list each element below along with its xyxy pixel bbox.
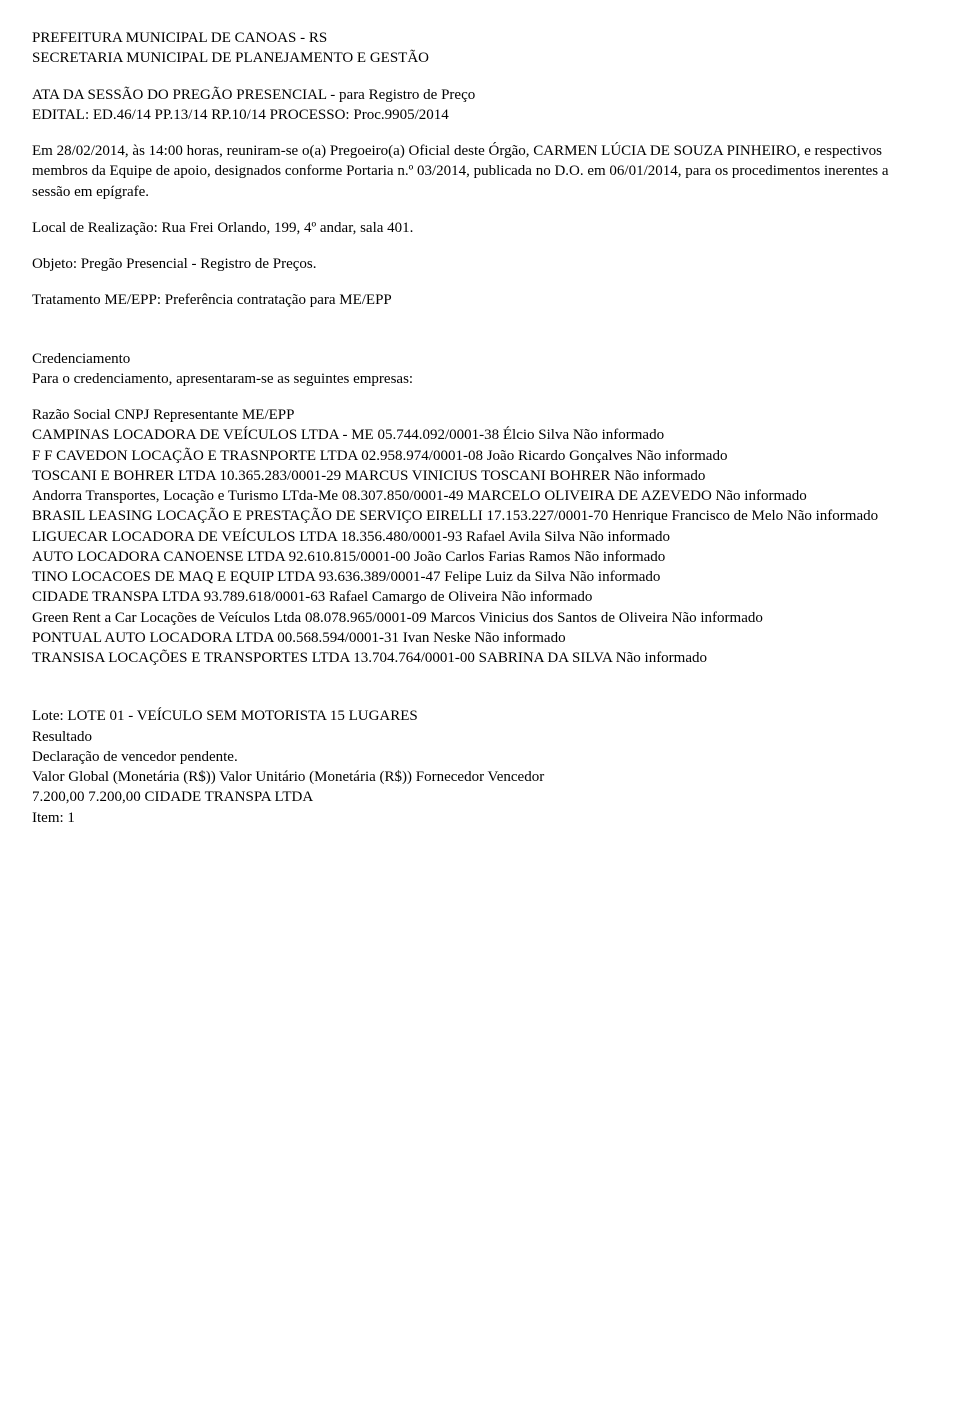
intro-paragraph: Em 28/02/2014, às 14:00 horas, reuniram-… xyxy=(32,141,928,202)
cred-row: CIDADE TRANSPA LTDA 93.789.618/0001-63 R… xyxy=(32,587,928,607)
cred-row: Andorra Transportes, Locação e Turismo L… xyxy=(32,486,928,506)
cred-row: TINO LOCACOES DE MAQ E EQUIP LTDA 93.636… xyxy=(32,567,928,587)
cred-row: CAMPINAS LOCADORA DE VEÍCULOS LTDA - ME … xyxy=(32,425,928,445)
cred-row: TOSCANI E BOHRER LTDA 10.365.283/0001-29… xyxy=(32,466,928,486)
credenciamento-title: Credenciamento xyxy=(32,349,928,369)
objeto-line: Objeto: Pregão Presencial - Registro de … xyxy=(32,254,928,274)
doc-title-line-1: ATA DA SESSÃO DO PREGÃO PRESENCIAL - par… xyxy=(32,85,928,105)
lote-resultado: Resultado xyxy=(32,727,928,747)
cred-row: BRASIL LEASING LOCAÇÃO E PRESTAÇÃO DE SE… xyxy=(32,506,928,526)
lote-declaracao: Declaração de vencedor pendente. xyxy=(32,747,928,767)
cred-row: TRANSISA LOCAÇÕES E TRANSPORTES LTDA 13.… xyxy=(32,648,928,668)
lote-values-header: Valor Global (Monetária (R$)) Valor Unit… xyxy=(32,767,928,787)
doc-title-line-2: EDITAL: ED.46/14 PP.13/14 RP.10/14 PROCE… xyxy=(32,105,928,125)
lote-item: Item: 1 xyxy=(32,808,928,828)
cred-row: AUTO LOCADORA CANOENSE LTDA 92.610.815/0… xyxy=(32,547,928,567)
credenciamento-subtitle: Para o credenciamento, apresentaram-se a… xyxy=(32,369,928,389)
cred-row: LIGUECAR LOCADORA DE VEÍCULOS LTDA 18.35… xyxy=(32,527,928,547)
tratamento-line: Tratamento ME/EPP: Preferência contrataç… xyxy=(32,290,928,310)
local-line: Local de Realização: Rua Frei Orlando, 1… xyxy=(32,218,928,238)
cred-row: PONTUAL AUTO LOCADORA LTDA 00.568.594/00… xyxy=(32,628,928,648)
lote-title: Lote: LOTE 01 - VEÍCULO SEM MOTORISTA 15… xyxy=(32,706,928,726)
lote-values-row: 7.200,00 7.200,00 CIDADE TRANSPA LTDA xyxy=(32,787,928,807)
cred-rows-container: CAMPINAS LOCADORA DE VEÍCULOS LTDA - ME … xyxy=(32,425,928,668)
cred-row: Green Rent a Car Locações de Veículos Lt… xyxy=(32,608,928,628)
header-line-1: PREFEITURA MUNICIPAL DE CANOAS - RS xyxy=(32,28,928,48)
header-line-2: SECRETARIA MUNICIPAL DE PLANEJAMENTO E G… xyxy=(32,48,928,68)
cred-table-header: Razão Social CNPJ Representante ME/EPP xyxy=(32,405,928,425)
cred-row: F F CAVEDON LOCAÇÃO E TRASNPORTE LTDA 02… xyxy=(32,446,928,466)
